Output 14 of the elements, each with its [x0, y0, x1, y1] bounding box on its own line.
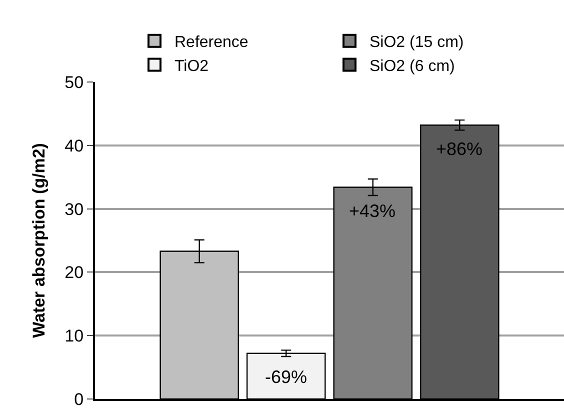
legend-label: SiO2 (15 cm)	[370, 34, 464, 52]
y-tick-label: 0	[74, 390, 84, 409]
y-tick-label: 40	[64, 136, 84, 156]
y-tick-label: 30	[64, 200, 84, 219]
y-axis-title: Water absorption (g/m2)	[30, 143, 49, 338]
y-tick-label: 50	[64, 72, 84, 92]
y-tick-label: 10	[64, 326, 84, 346]
annotation: +43%	[349, 201, 396, 221]
annotation: +86%	[436, 139, 483, 159]
legend-label: Reference	[174, 34, 248, 52]
legend-label: SiO2 (6 cm)	[370, 58, 455, 75]
annotation: -69%	[265, 367, 308, 387]
legend-label: TiO2	[174, 58, 209, 75]
y-tick-label: 20	[64, 263, 84, 282]
